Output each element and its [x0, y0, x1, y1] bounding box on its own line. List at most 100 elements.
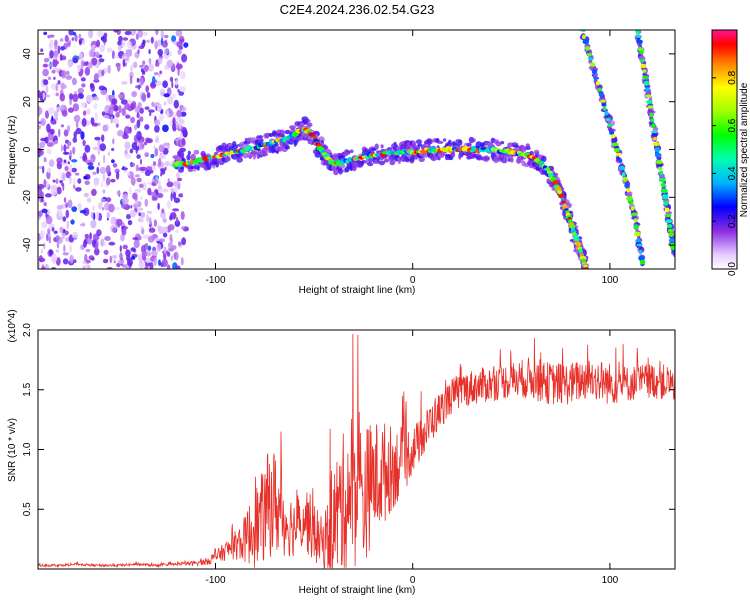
trace-core-blob [618, 158, 623, 163]
noise-blob [72, 32, 77, 36]
noise-blob [144, 264, 149, 269]
noise-blob [92, 96, 100, 101]
noise-blob [92, 171, 97, 175]
noise-blob [148, 57, 152, 65]
noise-blob [129, 148, 134, 154]
noise-blob [84, 264, 91, 269]
noise-blob [99, 143, 106, 152]
noise-blob [178, 90, 184, 96]
noise-blob [71, 206, 78, 213]
noise-blob [63, 144, 67, 153]
noise-blob [82, 265, 86, 269]
noise-blob [61, 69, 67, 79]
noise-blob [181, 226, 185, 230]
noise-blob [162, 80, 169, 88]
trace-core-blob [646, 100, 653, 104]
noise-blob [98, 122, 101, 126]
spectrogram-y-ticks: -40 -20 0 20 40 [22, 48, 675, 252]
noise-blob [69, 93, 74, 100]
noise-blob [56, 186, 62, 195]
noise-blob [42, 68, 49, 77]
noise-blob [177, 89, 180, 93]
noise-blob [73, 177, 76, 186]
noise-blob [150, 153, 155, 159]
trace-halo-blob [202, 153, 207, 158]
trace-core-blob [660, 182, 666, 188]
noise-blob [134, 199, 138, 206]
trace-halo-blob [253, 152, 256, 160]
noise-blob [144, 198, 148, 207]
noise-blob [144, 124, 150, 130]
noise-blob [166, 109, 169, 119]
noise-blob [122, 244, 128, 250]
noise-blob [175, 30, 183, 37]
trace-core-blob [638, 255, 645, 261]
noise-blob [110, 178, 116, 183]
noise-blob [51, 83, 56, 90]
noise-blob [109, 255, 113, 264]
noise-blob [176, 109, 183, 118]
trace-core-blob [605, 117, 611, 122]
noise-blob [96, 166, 100, 174]
noise-blob [88, 49, 95, 58]
snr-series-line [38, 333, 675, 569]
trace-core-blob [658, 178, 666, 183]
noise-blob [63, 159, 67, 163]
noise-blob [99, 166, 107, 175]
noise-blob [46, 148, 52, 155]
noise-blob [44, 263, 49, 269]
noise-blob [130, 176, 136, 186]
noise-blob [136, 119, 141, 129]
noise-blob [75, 187, 82, 192]
noise-blob [78, 33, 82, 39]
noise-blob [182, 131, 187, 137]
trace-core-blob [667, 224, 673, 229]
noise-blob [101, 111, 106, 117]
trace-halo-blob [436, 140, 444, 144]
noise-blob [94, 51, 100, 58]
noise-blob [101, 134, 105, 142]
noise-blob [143, 64, 149, 72]
spectrogram-x-axis-label: Height of straight line (km) [299, 285, 416, 296]
trace-core-blob [639, 259, 646, 265]
noise-blob [131, 256, 136, 260]
noise-blob [120, 99, 128, 105]
noise-blob [113, 118, 119, 125]
noise-blob [38, 90, 41, 98]
noise-blob [176, 172, 180, 179]
noise-blob [111, 255, 118, 259]
trace-halo-blob [177, 167, 184, 173]
trace-halo-blob [259, 138, 264, 143]
noise-blob [43, 79, 49, 86]
noise-blob [55, 92, 59, 97]
trace-core-blob [663, 200, 669, 206]
trace-core-blob [552, 180, 560, 186]
chart-title: C2E4.2024.236.02.54.G23 [280, 2, 435, 17]
noise-blob [181, 237, 187, 246]
noise-blob [52, 138, 55, 143]
trace-halo-blob [405, 143, 412, 151]
noise-blob [141, 251, 148, 258]
noise-blob [41, 266, 46, 269]
noise-blob [98, 202, 103, 210]
noise-blob [146, 39, 150, 43]
trace-core-blob [588, 57, 594, 61]
trace-core-blob [582, 34, 586, 40]
noise-blob [143, 141, 148, 146]
noise-blob [167, 95, 174, 105]
trace-halo-blob [393, 141, 397, 147]
noise-blob [62, 228, 66, 234]
noise-blob [156, 192, 164, 199]
noise-blob [98, 85, 106, 91]
trace-halo-blob [187, 150, 191, 156]
noise-blob [110, 116, 113, 124]
trace-halo-blob [187, 168, 194, 173]
noise-blob [61, 110, 68, 117]
noise-blob [62, 258, 69, 265]
noise-blob [148, 227, 156, 233]
noise-blob [72, 77, 77, 86]
noise-blob [159, 153, 167, 160]
noise-blob [56, 157, 63, 164]
noise-blob [73, 131, 77, 139]
noise-blob [49, 50, 54, 59]
